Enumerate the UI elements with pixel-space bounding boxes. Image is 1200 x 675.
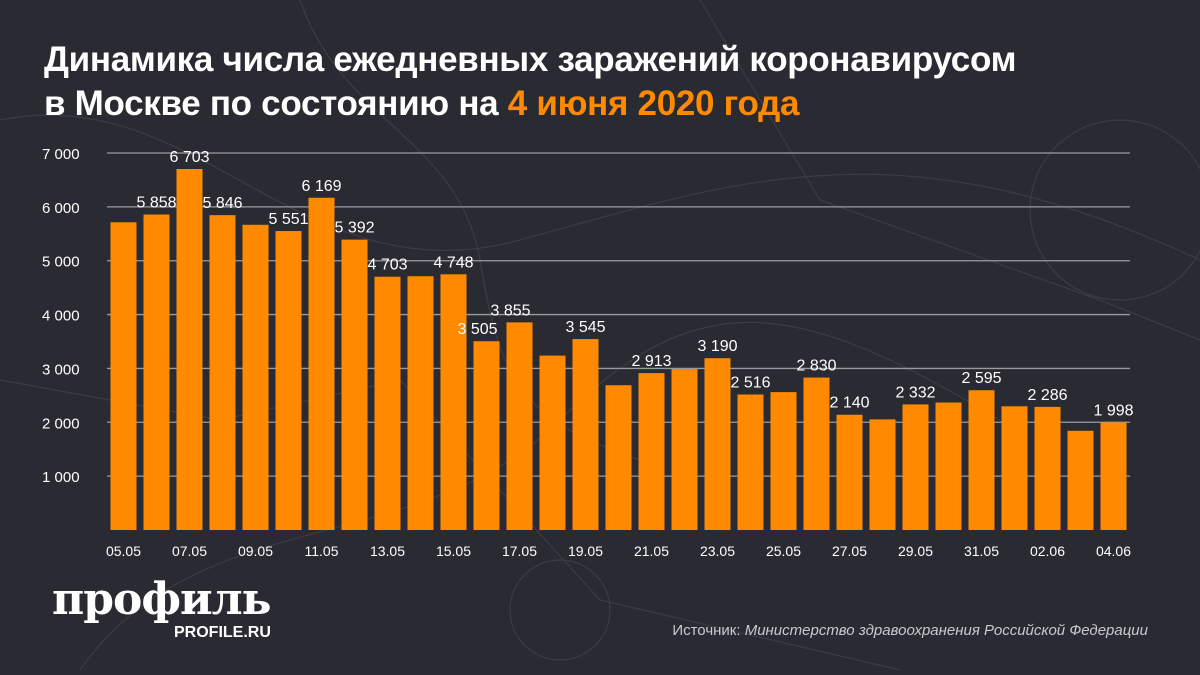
bar-07.05 [176,168,203,530]
logo-name: профиль [52,574,272,625]
bar-03.06 [1067,430,1094,530]
bar-11.05 [308,197,335,530]
y-tick-label: 2 000 [42,415,80,432]
bar-22.05 [671,369,698,530]
bar-30.05 [935,402,962,530]
title-line2: в Москве по состоянию на [44,84,508,123]
y-tick-label: 5 000 [42,254,80,271]
x-tick-label: 04.06 [1096,543,1131,559]
data-label: 2 913 [631,353,671,370]
data-label: 3 855 [490,302,530,319]
x-tick-label: 27.05 [832,543,867,559]
y-tick-label: 7 000 [42,146,80,163]
data-label: 5 392 [334,220,374,237]
data-label: 3 190 [697,338,737,355]
bar-24.05 [737,394,764,530]
x-tick-label: 31.05 [964,543,999,559]
data-label: 5 858 [136,195,176,212]
bar-16.05 [473,341,500,530]
bar-17.05 [506,322,533,530]
data-label: 3 545 [565,319,605,336]
bar-05.05 [110,222,137,530]
data-label: 4 703 [367,257,407,274]
bar-01.06 [1001,406,1028,530]
bar-chart: 1 000 2 000 3 000 4 000 5 000 6 000 7 000 05.05… [42,146,1134,559]
data-label: 4 748 [433,254,473,271]
data-label: 2 830 [796,358,836,375]
bar-13.05 [374,276,401,530]
x-tick-label: 11.05 [305,543,339,559]
data-label: 2 332 [895,384,935,401]
source-note: Источник: Министерство здравоохранения Р… [672,622,1148,639]
bar-12.05 [341,239,368,530]
x-tick-label: 19.05 [568,543,603,559]
bar-02.06 [1034,406,1061,530]
x-tick-label: 17.05 [502,543,537,559]
x-tick-label: 02.06 [1030,543,1065,559]
bar-25.05 [770,392,797,530]
data-label: 2 516 [730,374,770,391]
x-tick-label: 15.05 [436,543,471,559]
bar-06.05 [143,214,170,530]
y-tick-label: 1 000 [42,469,80,486]
bar-26.05 [803,377,830,530]
profile-logo: профиль PROFILE.RU [52,574,272,642]
x-tick-label: 09.05 [238,543,273,559]
bar-29.05 [902,404,929,530]
bar-28.05 [869,419,896,530]
data-label: 6 169 [301,178,341,195]
y-tick-label: 4 000 [42,308,80,325]
data-label: 2 140 [829,395,869,412]
title-line1: Динамика числа ежедневных заражений коро… [44,40,1017,79]
data-label: 2 595 [961,370,1001,387]
x-tick-label: 07.05 [172,543,207,559]
data-label: 1 998 [1093,402,1133,419]
bar-08.05 [209,215,236,531]
bar-04.06 [1100,422,1127,530]
bar-31.05 [968,390,995,530]
chart-title: Динамика числа ежедневных заражений коро… [44,38,1016,126]
y-tick-label: 6 000 [42,200,80,217]
title-date-highlight: 4 июня 2020 года [507,84,800,123]
bar-18.05 [539,355,566,530]
logo-site: PROFILE.RU [174,624,271,641]
data-label: 6 703 [169,149,209,166]
data-label: 3 505 [457,321,497,338]
data-label: 2 286 [1027,387,1067,404]
source-label: Источник: [672,622,745,639]
x-tick-label: 29.05 [898,543,933,559]
x-tick-label: 25.05 [766,543,801,559]
bar-23.05 [704,358,731,530]
x-tick-label: 21.05 [634,543,669,559]
bar-14.05 [407,276,434,530]
bar-10.05 [275,231,302,530]
x-tick-label: 23.05 [700,543,735,559]
bar-21.05 [638,373,665,530]
data-label: 5 551 [268,211,308,228]
source-value: Министерство здравоохранения Российской … [744,622,1148,639]
bar-20.05 [605,385,632,530]
y-tick-label: 3 000 [42,361,80,378]
x-tick-label: 05.05 [106,543,141,559]
bar-27.05 [836,414,863,530]
x-tick-label: 13.05 [370,543,405,559]
bar-09.05 [242,224,269,530]
bar-19.05 [572,339,599,530]
bar-15.05 [440,274,467,530]
data-label: 5 846 [202,195,242,212]
